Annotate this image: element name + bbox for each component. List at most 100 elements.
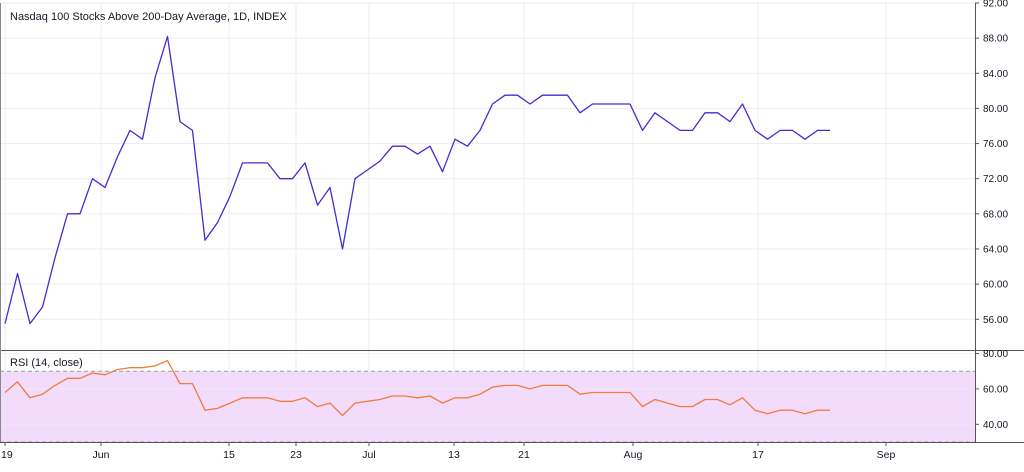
price-point [328, 186, 331, 189]
rsi-point [28, 396, 31, 399]
rsi-point [316, 405, 319, 408]
price-point [141, 138, 144, 141]
price-point [466, 145, 469, 148]
rsi-y-tick-label: 40.00 [983, 420, 1008, 431]
price-point [53, 256, 56, 259]
price-point [128, 129, 131, 132]
rsi-point [91, 371, 94, 374]
x-tick-label: Jun [93, 449, 110, 461]
rsi-point [603, 391, 606, 394]
series-line-rsi [4, 359, 830, 417]
price-point [553, 94, 556, 97]
price-point [578, 111, 581, 114]
y-tick-label: 76.00 [983, 139, 1008, 150]
rsi-point [191, 382, 194, 385]
price-point [253, 161, 256, 164]
rsi-point [691, 405, 694, 408]
price-point [391, 145, 394, 148]
rsi-point [416, 396, 419, 399]
chart-axes [0, 3, 1024, 443]
rsi-point [66, 377, 69, 380]
price-point [491, 102, 494, 105]
price-point [166, 35, 169, 38]
price-point [403, 145, 406, 148]
rsi-point [678, 405, 681, 408]
price-point [353, 177, 356, 180]
rsi-band [0, 371, 975, 442]
price-point [478, 129, 481, 132]
price-point [503, 94, 506, 97]
x-tick-label: Jul [362, 449, 375, 461]
rsi-point [278, 400, 281, 403]
rsi-point [291, 400, 294, 403]
rsi-pane [0, 353, 975, 443]
y-tick-label: 80.00 [983, 104, 1008, 115]
x-tick-label: 21 [518, 449, 530, 461]
x-tick-label: 17 [752, 449, 764, 461]
price-point [91, 177, 94, 180]
rsi-point [666, 401, 669, 404]
price-series [4, 35, 830, 325]
price-point [641, 129, 644, 132]
x-axis-ticks: 19 Jun 15 23 Jul 13 21 Aug 17 Sep [1, 442, 895, 461]
rsi-point [566, 384, 569, 387]
rsi-point [503, 384, 506, 387]
rsi-point [116, 368, 119, 371]
rsi-point [828, 409, 831, 412]
rsi-point [328, 401, 331, 404]
rsi-point [378, 398, 381, 401]
rsi-point [791, 409, 794, 412]
rsi-point [591, 391, 594, 394]
rsi-point [41, 393, 44, 396]
price-point [653, 111, 656, 114]
price-point [728, 120, 731, 123]
price-point [228, 195, 231, 198]
rsi-point [428, 394, 431, 397]
price-point [116, 155, 119, 158]
rsi-point [803, 412, 806, 415]
price-point [66, 212, 69, 215]
rsi-point [103, 373, 106, 376]
rsi-point [641, 405, 644, 408]
rsi-point [341, 414, 344, 417]
rsi-point [303, 396, 306, 399]
price-point [428, 145, 431, 148]
price-point [816, 129, 819, 132]
rsi-point [216, 407, 219, 410]
rsi-point [653, 398, 656, 401]
price-point [566, 94, 569, 97]
rsi-point [778, 409, 781, 412]
rsi-point [266, 396, 269, 399]
price-point [178, 120, 181, 123]
price-point [741, 102, 744, 105]
price-point [341, 247, 344, 250]
price-point [241, 161, 244, 164]
x-tick-label: 19 [1, 449, 13, 461]
price-point [753, 129, 756, 132]
price-point [441, 170, 444, 173]
rsi-point [178, 382, 181, 385]
y-tick-label: 92.00 [983, 0, 1008, 10]
price-point [153, 76, 156, 79]
series-line-price [4, 35, 830, 325]
rsi-point [253, 396, 256, 399]
rsi-point [241, 396, 244, 399]
y-tick-label: 60.00 [983, 280, 1008, 291]
x-tick-label: 15 [223, 449, 235, 461]
rsi-point [141, 366, 144, 369]
rsi-point [716, 398, 719, 401]
rsi-point [53, 384, 56, 387]
x-tick-label: 13 [448, 449, 460, 461]
price-point [366, 168, 369, 171]
price-point [378, 160, 381, 163]
price-point [678, 129, 681, 132]
rsi-point [578, 393, 581, 396]
rsi-point [391, 394, 394, 397]
rsi-point [166, 359, 169, 362]
rsi-point [403, 394, 406, 397]
price-point [78, 212, 81, 215]
price-point [803, 138, 806, 141]
rsi-y-axis-ticks: 40.00 60.00 80.00 [975, 349, 1008, 431]
rsi-point [153, 364, 156, 367]
price-point [453, 138, 456, 141]
